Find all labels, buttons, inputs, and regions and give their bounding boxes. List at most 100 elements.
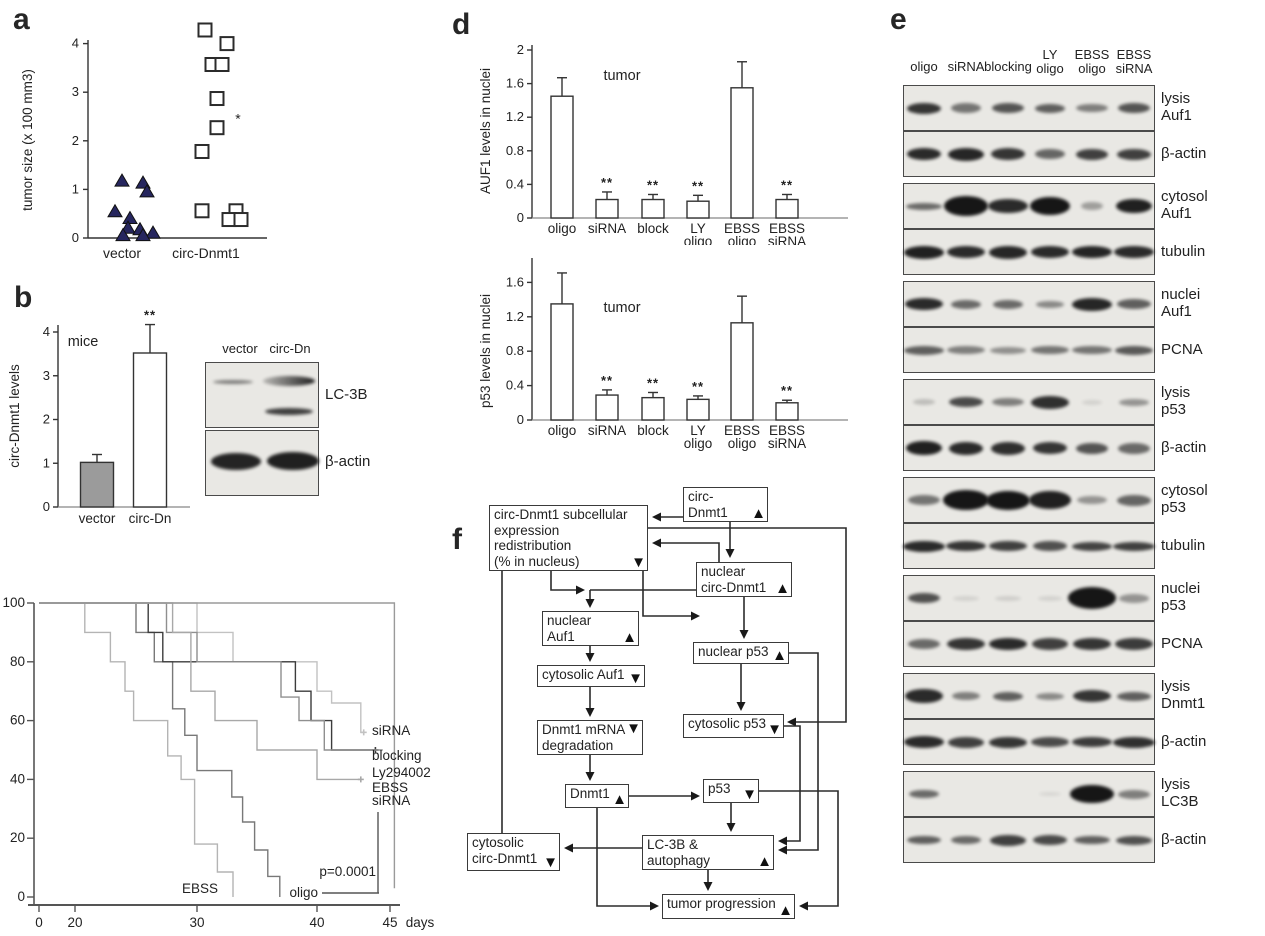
diagram-node-text: cytosolic xyxy=(472,835,524,850)
diagram-arrow xyxy=(652,538,720,562)
lane-header-line: EBSS xyxy=(1074,47,1110,62)
x-category-label: vector xyxy=(79,511,116,526)
diagram-node-text: circ-Dnmt1 xyxy=(472,850,538,866)
blot-row-label-PCNA: PCNA xyxy=(1161,635,1261,652)
blot-band xyxy=(1031,246,1069,258)
significance-marker: ** xyxy=(601,373,613,388)
y-tick-label: 1.2 xyxy=(506,309,524,324)
y-tick-label: 1.6 xyxy=(506,76,524,91)
blot-band xyxy=(913,399,935,405)
blot-band xyxy=(1117,299,1151,309)
blot-band xyxy=(1118,103,1150,113)
data-point-vector xyxy=(107,203,123,218)
diagram-arrow xyxy=(778,652,819,855)
blot-band xyxy=(951,103,981,113)
blot-band xyxy=(1081,202,1103,210)
blot-band xyxy=(263,376,315,386)
significance-marker: ** xyxy=(781,177,793,192)
blot-band xyxy=(1072,297,1112,311)
y-tick-label: 1 xyxy=(43,455,50,470)
y-tick-label: 20 xyxy=(10,830,25,845)
blot-band xyxy=(1072,246,1112,258)
blot-row-label-line: β-actin xyxy=(1161,831,1207,848)
blot-band xyxy=(1118,442,1150,454)
blot-box-lc3b xyxy=(205,362,319,428)
blot-box-β-actin xyxy=(903,131,1155,177)
blot-box-lysis-p53 xyxy=(903,379,1155,425)
down-arrow-icon: ▼ xyxy=(631,554,646,571)
y-tick-label: 1.6 xyxy=(506,274,524,289)
panel-a-letter: a xyxy=(13,3,30,36)
diagram-node-cytosolicAuf1: cytosolic Auf1 ▼ xyxy=(537,665,645,687)
diagram-node-bigbox: circ-Dnmt1 subcellular expression redistr… xyxy=(489,505,648,571)
y-tick-label: 100 xyxy=(2,595,25,610)
diagram-node-text: circ-Dnmt1 subcellular xyxy=(494,507,628,522)
x-category-label: oligo xyxy=(548,423,577,438)
data-point-vector xyxy=(135,227,151,242)
blot-row-label-PCNA: PCNA xyxy=(1161,341,1261,358)
y-tick-label: 0.8 xyxy=(506,343,524,358)
blot-band xyxy=(1076,104,1108,112)
significance-marker: ** xyxy=(647,177,659,192)
blot-row-label-line: lysis xyxy=(1161,384,1191,401)
blot-band xyxy=(1033,442,1067,454)
y-tick-label: 3 xyxy=(72,84,79,99)
blot-row-label: LC-3B xyxy=(325,386,368,403)
x-category-label: siRNA xyxy=(588,423,626,438)
blot-row-label-lysis-LC3B: lysis LC3B xyxy=(1161,776,1261,810)
up-arrow-icon: ▲ xyxy=(751,505,766,522)
legend-label: Ly294002 xyxy=(372,765,431,780)
y-axis-title: tumor size (x 100 mm3) xyxy=(20,69,35,211)
blot-row-label-line: cytosol xyxy=(1161,482,1208,499)
lane-header-EBSS-oligo: EBSS oligo xyxy=(1066,48,1118,76)
diagram-nodes: circ-Dnmt1 subcellular expression redistr… xyxy=(440,470,900,936)
lane-header-line: LY xyxy=(1042,47,1058,62)
blot-band xyxy=(1113,541,1155,551)
panel-e-letter: e xyxy=(890,3,907,36)
blot-row-label-lysis-p53: lysis p53 xyxy=(1161,384,1261,418)
blot-row-label-line: lysis xyxy=(1161,776,1191,793)
p-value-label: p=0.0001 xyxy=(319,864,376,879)
diagram-node-text: Dnmt1 xyxy=(570,786,610,801)
blot-band xyxy=(953,595,979,601)
legend-label: siRNA xyxy=(372,793,410,808)
y-tick-label: 0.4 xyxy=(506,378,524,393)
blot-band xyxy=(948,736,984,748)
blot-band xyxy=(989,638,1027,650)
blot-band xyxy=(946,541,986,551)
blot-row-label-line: β-actin xyxy=(1161,439,1207,456)
y-tick-label: 80 xyxy=(10,654,25,669)
diagram-node-text: circ-Dnmt1 xyxy=(688,489,728,520)
x-category-label: oligo xyxy=(728,436,757,451)
blot-band xyxy=(1033,541,1067,551)
blot-band xyxy=(986,490,1030,510)
y-tick-label: 2 xyxy=(72,133,79,148)
diagram-node-text: nuclear p53 xyxy=(698,644,769,659)
blot-band xyxy=(989,736,1027,748)
diagram-node-circ: circ-Dnmt1 ▲ xyxy=(683,487,768,522)
bar-LY-oligo xyxy=(686,398,710,421)
blot-band xyxy=(1117,691,1151,701)
plot-annotation: tumor xyxy=(603,300,640,316)
blot-row-label-line: p53 xyxy=(1161,597,1187,614)
blot-band xyxy=(1114,246,1154,258)
blot-band xyxy=(1119,593,1149,603)
blot-band xyxy=(1076,148,1108,160)
blot-band xyxy=(948,147,984,161)
blot-row-label-line: p53 xyxy=(1161,401,1187,418)
blot-band xyxy=(1072,346,1112,354)
blot-row-label-tubulin: tubulin xyxy=(1161,243,1261,260)
y-tick-label: 3 xyxy=(43,368,50,383)
western-blot-b: vector circ-Dn LC-3B β-actin xyxy=(5,280,435,535)
blot-band xyxy=(908,495,940,505)
x-category-label: EBSS xyxy=(724,221,760,236)
blot-band xyxy=(944,196,988,216)
blot-row-label-cytosol-p53: cytosol p53 xyxy=(1161,482,1261,516)
diagram-node-text: degradation xyxy=(542,737,614,753)
blot-band xyxy=(1031,346,1069,354)
blot-box-lysis-Auf1 xyxy=(903,85,1155,131)
curve-label-ebss: EBSS xyxy=(182,881,218,896)
diagram-arrow xyxy=(596,808,659,911)
star-annotation: * xyxy=(235,110,241,126)
x-category-vector: vector xyxy=(103,245,141,261)
